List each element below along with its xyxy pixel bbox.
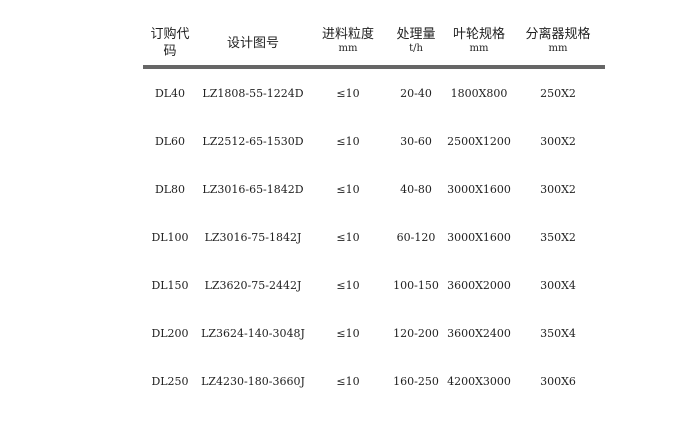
cell-separator-spec: 250X2 <box>540 87 576 100</box>
cell-capacity: 30-60 <box>400 135 432 148</box>
cell-order-code: DL150 <box>151 279 189 292</box>
cell-capacity: 20-40 <box>400 87 432 100</box>
cell-separator-spec: 350X2 <box>540 231 576 244</box>
header-order-code: 订购代 <box>150 27 190 42</box>
cell-separator-spec: 350X4 <box>540 327 576 340</box>
header-drawing-no: 设计图号 <box>226 36 280 51</box>
cell-impeller-spec: 3600X2000 <box>447 279 511 292</box>
cell-order-code: DL80 <box>154 183 186 196</box>
cell-drawing-no: LZ3016-65-1842D <box>202 183 304 196</box>
cell-order-code: DL250 <box>151 375 189 388</box>
cell-drawing-no: LZ4230-180-3660J <box>201 375 305 388</box>
header-impeller-spec: 叶轮规格 <box>452 27 506 42</box>
cell-drawing-no: LZ3620-75-2442J <box>204 279 302 292</box>
cell-order-code: DL40 <box>154 87 186 100</box>
cell-capacity: 100-150 <box>393 279 439 292</box>
cell-drawing-no: LZ3624-140-3048J <box>201 327 305 340</box>
cell-order-code: DL100 <box>151 231 189 244</box>
cell-capacity: 60-120 <box>396 231 436 244</box>
cell-feed-size: ≤10 <box>336 183 360 196</box>
cell-order-code: DL60 <box>154 135 186 148</box>
cell-feed-size: ≤10 <box>336 279 360 292</box>
cell-capacity: 40-80 <box>400 183 432 196</box>
cell-feed-size: ≤10 <box>336 231 360 244</box>
header-separator-spec-unit: mm <box>548 43 568 54</box>
cell-impeller-spec: 3000X1600 <box>447 231 511 244</box>
cell-drawing-no: LZ2512-65-1530D <box>202 135 304 148</box>
cell-order-code: DL200 <box>151 327 189 340</box>
cell-capacity: 160-250 <box>393 375 439 388</box>
cell-separator-spec: 300X6 <box>540 375 576 388</box>
cell-separator-spec: 300X2 <box>540 183 576 196</box>
cell-drawing-no: LZ1808-55-1224D <box>202 87 304 100</box>
cell-separator-spec: 300X2 <box>540 135 576 148</box>
header-feed-size: 进料粒度 <box>321 27 375 42</box>
header-order-code-line2: 码 <box>163 44 177 59</box>
cell-separator-spec: 300X4 <box>540 279 576 292</box>
cell-impeller-spec: 4200X3000 <box>447 375 511 388</box>
header-capacity-unit: t/h <box>409 43 423 54</box>
cell-impeller-spec: 3000X1600 <box>447 183 511 196</box>
cell-feed-size: ≤10 <box>336 87 360 100</box>
cell-feed-size: ≤10 <box>336 375 360 388</box>
header-impeller-spec-unit: mm <box>469 43 489 54</box>
cell-impeller-spec: 3600X2400 <box>447 327 511 340</box>
cell-capacity: 120-200 <box>393 327 439 340</box>
cell-impeller-spec: 2500X1200 <box>447 135 511 148</box>
cell-impeller-spec: 1800X800 <box>450 87 508 100</box>
cell-drawing-no: LZ3016-75-1842J <box>204 231 302 244</box>
header-capacity: 处理量 <box>396 27 436 42</box>
header-feed-size-unit: mm <box>338 43 358 54</box>
header-divider <box>143 65 605 69</box>
header-separator-spec: 分离器规格 <box>525 27 591 42</box>
cell-feed-size: ≤10 <box>336 327 360 340</box>
cell-feed-size: ≤10 <box>336 135 360 148</box>
